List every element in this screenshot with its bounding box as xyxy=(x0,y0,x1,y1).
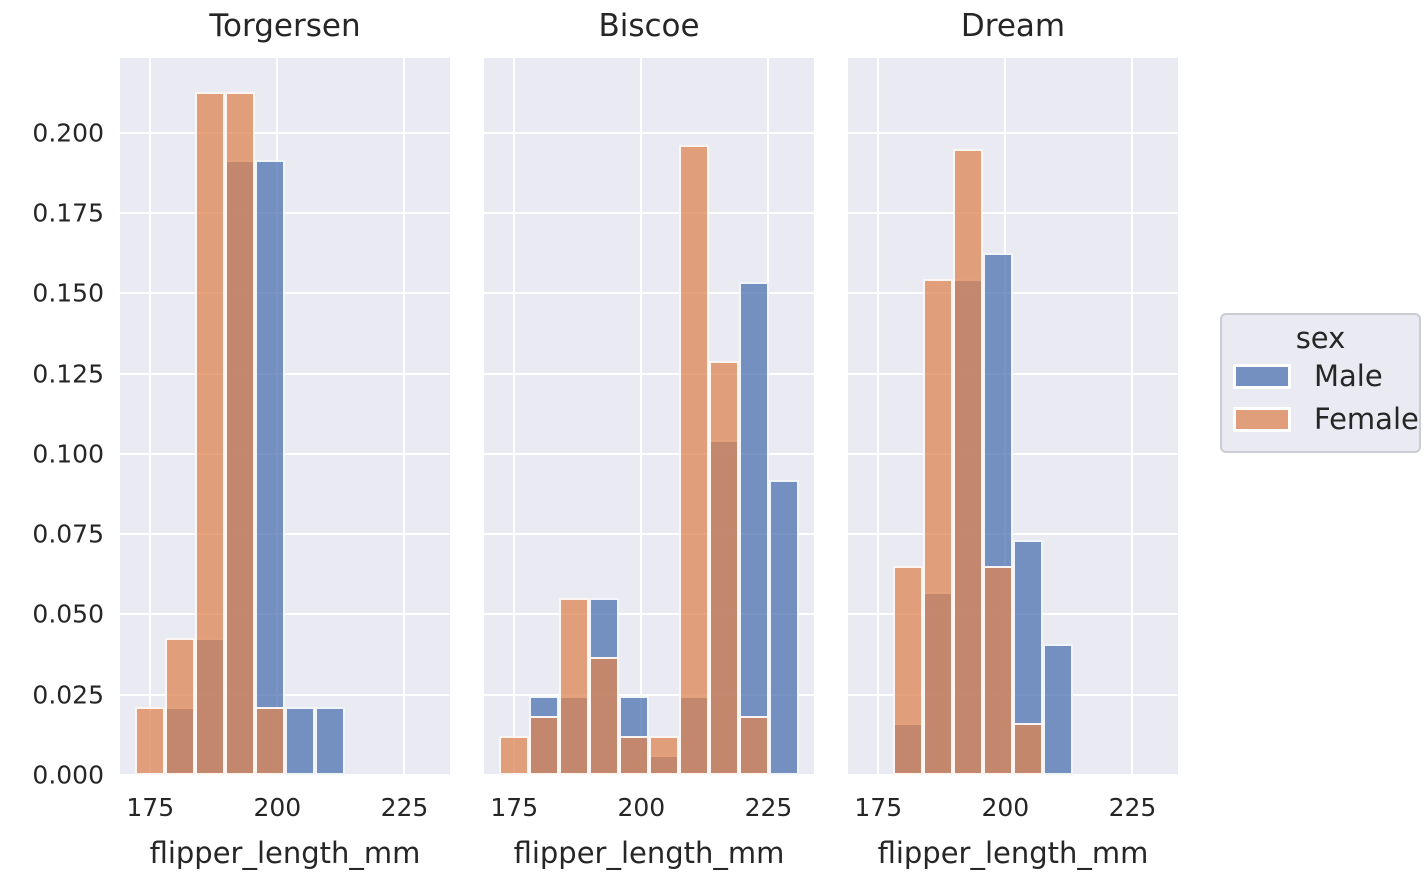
h-gridline xyxy=(484,212,814,215)
bar-biscoe-female-bin4 xyxy=(589,656,619,775)
legend-item-male: Male xyxy=(1222,355,1419,398)
y-tick-label: 0.175 xyxy=(32,198,104,228)
bar-biscoe-female-bin2 xyxy=(529,715,559,775)
h-gridline xyxy=(120,292,450,295)
h-gridline xyxy=(120,613,450,616)
x-tick-label: 200 xyxy=(253,793,302,822)
bar-torgersen-female-bin4 xyxy=(225,91,255,775)
bar-dream-female-bin5 xyxy=(983,566,1013,775)
bar-torgersen-male-bin6 xyxy=(285,706,315,775)
plot-area-dream xyxy=(848,58,1178,775)
h-gridline xyxy=(484,131,814,134)
x-tick-label: 175 xyxy=(126,793,175,822)
v-gridline xyxy=(640,58,643,775)
facet-title-dream: Dream xyxy=(960,8,1066,44)
bar-torgersen-male-bin7 xyxy=(315,706,345,775)
bar-biscoe-female-bin8 xyxy=(709,361,739,775)
h-gridline xyxy=(848,212,1178,215)
legend-item-female: Female xyxy=(1222,398,1419,441)
x-tick-label: 225 xyxy=(380,793,429,822)
y-tick-label: 0.100 xyxy=(32,439,104,469)
bar-torgersen-female-bin3 xyxy=(195,91,225,775)
legend-swatch-female xyxy=(1233,407,1291,432)
x-tick-label: 200 xyxy=(981,793,1030,822)
v-gridline xyxy=(513,58,516,775)
h-gridline xyxy=(484,452,814,455)
x-axis-label-torgersen: flipper_length_mm xyxy=(149,836,421,870)
legend-items: Male Female xyxy=(1222,355,1419,441)
plot-area-torgersen xyxy=(120,58,450,775)
x-tick-label: 225 xyxy=(1108,793,1157,822)
h-gridline xyxy=(484,533,814,536)
bar-biscoe-female-bin7 xyxy=(679,144,709,775)
x-tick-label: 175 xyxy=(854,793,903,822)
v-gridline xyxy=(149,58,152,775)
facet-title-biscoe: Biscoe xyxy=(598,8,700,44)
x-tick-label: 200 xyxy=(617,793,666,822)
x-axis-label-dream: flipper_length_mm xyxy=(877,836,1149,870)
legend-item-label: Male xyxy=(1314,359,1383,393)
h-gridline xyxy=(120,452,450,455)
x-tick-label: 225 xyxy=(744,793,793,822)
h-gridline xyxy=(848,292,1178,295)
h-gridline xyxy=(484,613,814,616)
bar-biscoe-male-bin9 xyxy=(739,282,769,775)
bar-biscoe-female-bin3 xyxy=(559,597,589,775)
bar-dream-female-bin6 xyxy=(1013,722,1043,775)
plot-area-biscoe xyxy=(484,58,814,775)
h-gridline xyxy=(120,533,450,536)
v-gridline xyxy=(403,58,406,775)
h-gridline xyxy=(484,693,814,696)
y-tick-label: 0.075 xyxy=(32,519,104,549)
y-tick-label: 0.025 xyxy=(32,680,104,710)
x-axis-label-biscoe: flipper_length_mm xyxy=(513,836,785,870)
bar-biscoe-female-bin9 xyxy=(739,715,769,775)
y-tick-label: 0.200 xyxy=(32,118,104,148)
bar-torgersen-male-bin5 xyxy=(255,160,285,775)
h-gridline xyxy=(848,372,1178,375)
bar-torgersen-female-bin5 xyxy=(255,706,285,775)
h-gridline xyxy=(484,292,814,295)
h-gridline xyxy=(120,693,450,696)
h-gridline xyxy=(120,212,450,215)
bar-torgersen-female-bin1 xyxy=(135,706,165,775)
bar-dream-male-bin7 xyxy=(1043,644,1073,775)
bar-dream-female-bin2 xyxy=(893,566,923,775)
h-gridline xyxy=(848,452,1178,455)
bar-dream-female-bin4 xyxy=(953,148,983,775)
legend-title: sex xyxy=(1295,321,1346,355)
h-gridline xyxy=(120,131,450,134)
y-tick-label: 0.150 xyxy=(32,278,104,308)
legend-swatch-male xyxy=(1233,364,1291,389)
h-gridline xyxy=(120,372,450,375)
y-tick-label: 0.000 xyxy=(32,760,104,790)
bar-torgersen-female-bin2 xyxy=(165,638,195,775)
h-gridline xyxy=(848,533,1178,536)
bar-biscoe-female-bin5 xyxy=(619,735,649,775)
y-tick-label: 0.125 xyxy=(32,359,104,389)
legend: sex Male Female xyxy=(1220,313,1421,453)
x-tick-label: 175 xyxy=(490,793,539,822)
h-gridline xyxy=(484,372,814,375)
legend-item-label: Female xyxy=(1314,402,1419,436)
bar-biscoe-female-bin1 xyxy=(499,735,529,775)
bar-biscoe-male-bin10 xyxy=(769,479,799,775)
v-gridline xyxy=(877,58,880,775)
v-gridline xyxy=(1131,58,1134,775)
facet-title-torgersen: Torgersen xyxy=(209,8,361,44)
y-tick-label: 0.050 xyxy=(32,599,104,629)
h-gridline xyxy=(848,131,1178,134)
bar-dream-female-bin3 xyxy=(923,278,953,775)
bar-biscoe-female-bin6 xyxy=(649,735,679,775)
